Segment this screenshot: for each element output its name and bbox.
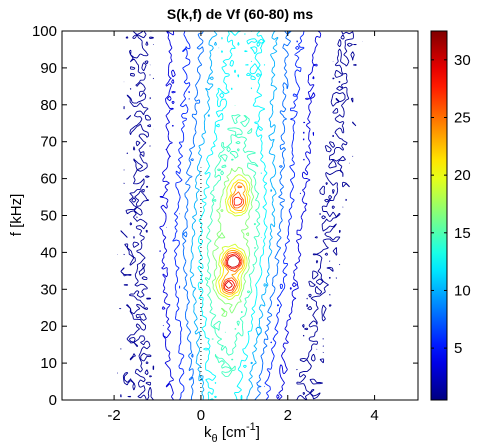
x-axis-label: kθ [cm-1] [204,421,260,445]
colorbar [430,30,448,401]
y-tick-label: 70 [40,134,57,151]
x-axis-label-superscript: -1 [246,421,256,433]
x-tick-label: 0 [197,407,205,424]
contour-level-14 [224,255,241,289]
x-tick-label: 2 [284,407,292,424]
y-tick-label: 40 [40,244,57,261]
colorbar-tick-label: 20 [454,167,471,184]
contour-lines [116,31,363,400]
contour-level-12 [222,185,245,293]
y-tick-label: 100 [32,23,57,40]
contour-level-5 [189,31,279,400]
colorbar-tick-label: 25 [454,109,471,126]
x-tick-label: 4 [370,407,378,424]
contour-level-6 [197,31,268,400]
y-tick-label: 60 [40,171,57,188]
colorbar-tick-label: 5 [454,340,462,357]
contour-level-2 [159,31,322,400]
x-axis-ticks: -2 0 2 4 [107,31,379,424]
x-axis-label-close: ] [256,424,260,441]
x-axis-label-subscript: θ [212,433,218,445]
y-tick-label: 20 [40,318,57,335]
contour-level-10 [218,179,248,298]
y-tick-label: 0 [49,392,57,409]
contour-level-3 [172,31,305,400]
contour-level-1 [116,31,363,400]
contour-level-8 [211,166,255,318]
y-tick-label: 80 [40,97,57,114]
contour-level-11 [221,181,246,295]
contour-level-7 [204,105,261,377]
chart-title: S(k,f) de Vf (60-80) ms [167,6,313,22]
colorbar-tick-label: 15 [454,225,471,242]
x-axis-label-base: k [204,424,212,441]
x-axis-label-unit: [cm [218,424,246,441]
y-tick-label: 90 [40,60,57,77]
y-axis-ticks: 0 10 20 30 40 50 60 70 80 90 100 [32,23,418,409]
colorbar-tick-label: 30 [454,52,471,69]
colorbar-tick-label: 10 [454,282,471,299]
y-tick-label: 30 [40,281,57,298]
contour-level-4 [182,31,292,400]
colorbar-ticks: 5 10 15 20 25 30 [431,52,471,357]
x-tick-label: -2 [107,407,120,424]
y-axis-label: f [kHz] [8,194,25,237]
contour-level-9 [215,174,251,301]
y-tick-label: 50 [40,208,57,225]
contour-level-13 [223,196,243,291]
y-tick-label: 10 [40,355,57,372]
